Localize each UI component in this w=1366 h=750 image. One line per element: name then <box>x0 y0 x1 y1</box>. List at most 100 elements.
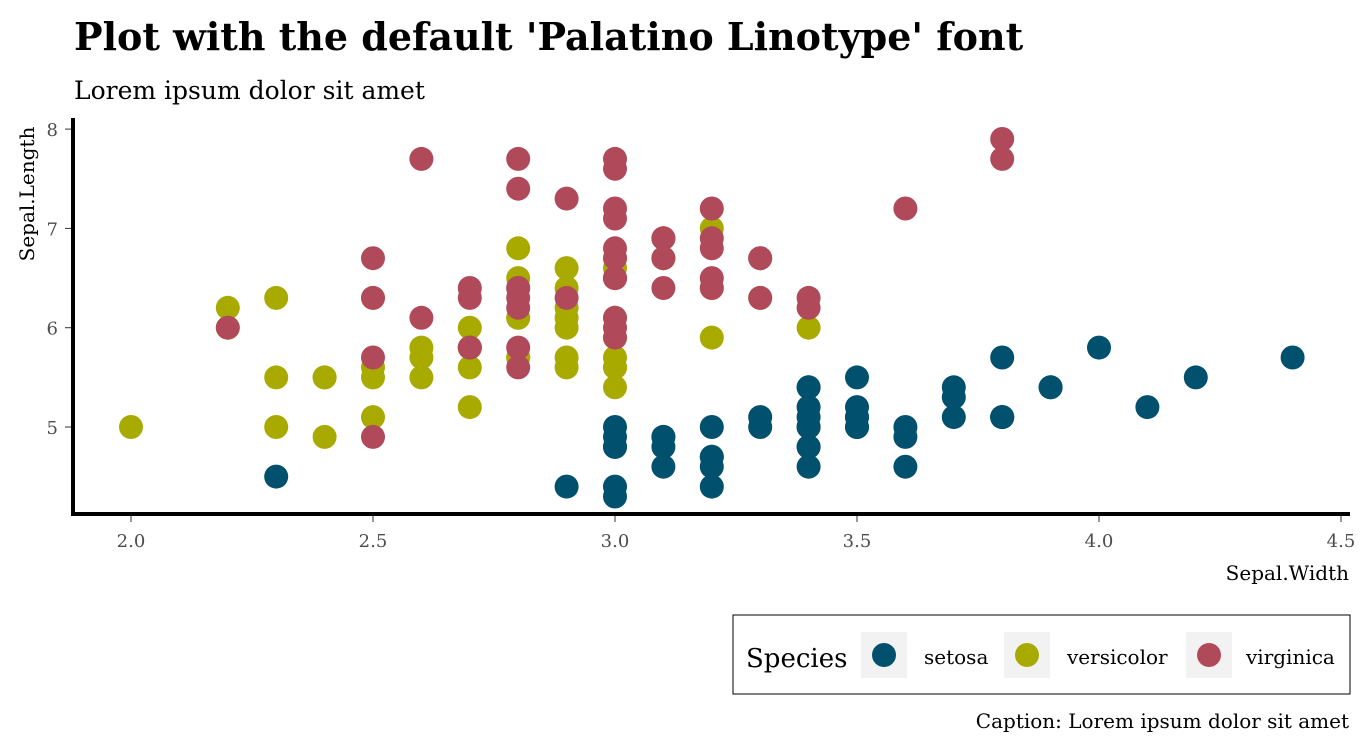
point-versicolor-45 <box>603 345 627 370</box>
point-setosa-45 <box>603 434 627 459</box>
x-tick-label-2: 3.0 <box>601 531 630 552</box>
point-virginica-7 <box>554 186 579 211</box>
chart-caption: Caption: Lorem ipsum dolor sit amet <box>976 709 1349 733</box>
point-setosa-49 <box>748 415 773 439</box>
point-setosa-27 <box>845 395 869 420</box>
point-setosa-34 <box>651 424 676 449</box>
legend-label-versicolor: versicolor <box>1066 645 1168 669</box>
point-virginica-17 <box>990 146 1015 171</box>
point-virginica-19 <box>215 315 240 340</box>
point-setosa-36 <box>845 365 869 390</box>
x-tick-label-5: 4.5 <box>1327 531 1356 552</box>
y-tick-label-3: 8 <box>47 120 58 141</box>
point-virginica-49 <box>603 325 627 350</box>
y-axis-title: Sepal.Length <box>15 127 39 262</box>
point-versicolor-37 <box>264 285 289 310</box>
point-virginica-35 <box>603 146 627 171</box>
point-versicolor-3 <box>264 365 289 390</box>
point-virginica-40 <box>651 246 676 271</box>
point-setosa-48 <box>941 385 966 410</box>
data-points <box>119 127 1305 509</box>
legend-key-setosa <box>872 643 896 667</box>
point-versicolor-28 <box>554 315 579 340</box>
point-setosa-18 <box>990 345 1015 370</box>
chart-subtitle: Lorem ipsum dolor sit amet <box>74 76 425 105</box>
point-setosa-46 <box>990 405 1015 430</box>
point-setosa-24 <box>796 434 821 459</box>
point-virginica-14 <box>506 335 531 360</box>
point-virginica-6 <box>361 424 385 449</box>
point-setosa-42 <box>699 474 724 499</box>
point-virginica-25 <box>699 196 724 221</box>
legend-title: Species <box>746 644 847 674</box>
point-setosa-33 <box>1183 365 1208 390</box>
point-setosa-41 <box>264 464 289 489</box>
x-tick-label-3: 3.5 <box>843 531 872 552</box>
point-versicolor-9 <box>457 395 482 420</box>
point-setosa-25 <box>603 415 627 439</box>
x-axis-title: Sepal.Width <box>1226 561 1349 585</box>
point-versicolor-39 <box>361 365 385 390</box>
point-versicolor-31 <box>312 365 337 390</box>
point-setosa-38 <box>603 474 627 499</box>
x-tick-label-0: 2.0 <box>117 531 146 552</box>
point-versicolor-10 <box>119 415 143 439</box>
point-versicolor-48 <box>361 405 385 430</box>
point-versicolor-18 <box>215 295 240 320</box>
legend-label-virginica: virginica <box>1245 645 1335 669</box>
point-setosa-43 <box>845 415 869 439</box>
point-virginica-46 <box>361 285 385 310</box>
point-virginica-13 <box>361 345 385 370</box>
point-setosa-31 <box>796 375 821 400</box>
x-tick-label-1: 2.5 <box>359 531 388 552</box>
legend-key-versicolor <box>1015 643 1039 667</box>
legend-items: setosa versicolor virginica <box>861 632 1335 678</box>
point-virginica-45 <box>603 246 627 271</box>
point-versicolor-35 <box>796 315 821 340</box>
point-virginica-29 <box>603 196 627 221</box>
point-setosa-32 <box>1135 395 1160 420</box>
point-setosa-3 <box>651 454 676 479</box>
point-virginica-44 <box>748 246 773 271</box>
point-versicolor-43 <box>264 415 289 439</box>
point-setosa-8 <box>554 474 579 499</box>
point-versicolor-34 <box>603 375 627 400</box>
point-setosa-47 <box>699 454 724 479</box>
point-virginica-33 <box>506 285 531 310</box>
point-versicolor-8 <box>554 256 579 281</box>
point-virginica-9 <box>893 196 918 221</box>
point-versicolor-40 <box>409 365 434 390</box>
point-virginica-15 <box>699 276 724 300</box>
point-setosa-39 <box>796 405 821 430</box>
point-versicolor-33 <box>457 315 482 340</box>
point-virginica-47 <box>603 266 627 291</box>
y-tick-label-0: 5 <box>47 418 58 439</box>
point-virginica-22 <box>506 146 531 171</box>
point-versicolor-46 <box>554 345 579 370</box>
point-versicolor-7 <box>312 424 337 449</box>
point-setosa-6 <box>796 454 821 479</box>
point-setosa-16 <box>1038 375 1063 400</box>
point-virginica-8 <box>361 246 385 271</box>
legend: Species setosa versicolor virginica <box>732 614 1351 695</box>
point-virginica-21 <box>506 355 531 380</box>
legend-key-virginica <box>1197 643 1221 667</box>
point-versicolor-44 <box>457 355 482 380</box>
y-tick-label-2: 7 <box>47 219 58 240</box>
point-virginica-3 <box>554 285 579 310</box>
point-setosa-35 <box>699 415 724 439</box>
point-virginica-23 <box>457 285 482 310</box>
point-setosa-21 <box>941 405 966 430</box>
y-axis-ticks: 5 6 7 8 <box>47 120 71 439</box>
x-axis-ticks: 2.0 2.5 3.0 3.5 4.0 4.5 <box>117 516 1356 552</box>
point-setosa-37 <box>893 424 918 449</box>
legend-label-setosa: setosa <box>924 645 988 669</box>
point-virginica-18 <box>409 146 434 171</box>
point-setosa-14 <box>1087 335 1111 360</box>
point-virginica-41 <box>651 226 676 251</box>
point-versicolor-42 <box>409 335 434 360</box>
point-virginica-34 <box>409 305 434 330</box>
x-tick-label-4: 4.0 <box>1085 531 1114 552</box>
y-tick-label-1: 6 <box>47 319 58 340</box>
